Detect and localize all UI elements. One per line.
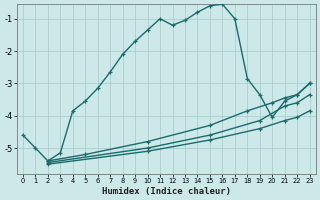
X-axis label: Humidex (Indice chaleur): Humidex (Indice chaleur)	[102, 187, 231, 196]
